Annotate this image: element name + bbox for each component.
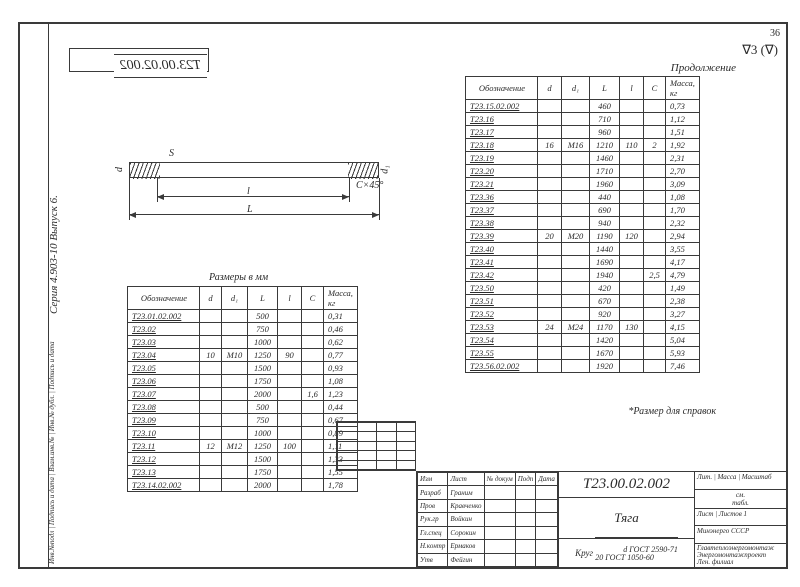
table1-body: Т23.01.02.0025000,31Т23.027500,46Т23.031…	[128, 310, 358, 492]
table-row: Т23.0720001,61,23	[128, 388, 358, 401]
title-block-right: Лит. | Масса | Масштаб см. табл. Лист | …	[694, 472, 786, 567]
table-row: Т23.1112М1212501001,11	[128, 440, 358, 453]
part-diagram: d d₁ S C×45° l L	[119, 134, 399, 244]
table-row: Т23.389402,32	[466, 217, 700, 230]
table-row: Т23.4014403,55	[466, 243, 700, 256]
dim-line-L	[129, 214, 379, 215]
table-row: Т23.5414205,04	[466, 334, 700, 347]
binding-margin: Серия 4.903-10 Выпуск 6. Инв.№подл | Под…	[20, 24, 48, 567]
table1-caption: Размеры в мм	[209, 272, 268, 283]
table-row: Т23.027500,46	[128, 323, 358, 336]
table-row: Т23.4219402,54,79	[466, 269, 700, 282]
table-row: Т23.1317501,55	[128, 466, 358, 479]
table-header-row-2: Обозначениеdd₁LlCМасса, кг	[466, 77, 700, 100]
table-row: Т23.085000,44	[128, 401, 358, 414]
table-row: Т23.3920М2011901202,94	[466, 230, 700, 243]
table-row: Т23.376901,70	[466, 204, 700, 217]
table-row: Т23.516702,38	[466, 295, 700, 308]
table-row: Т23.1816М16121011021,92	[466, 139, 700, 152]
table-row: Т23.56.02.00219207,46	[466, 360, 700, 373]
table2-body: Т23.15.02.0024600,73Т23.167101,12Т23.179…	[466, 100, 700, 373]
dim-L-label: L	[247, 204, 253, 215]
dim-s-label: S	[169, 148, 174, 159]
drawing-frame-outer: 36 ∇3 (∇) Продолжение Серия 4.903-10 Вып…	[18, 22, 788, 569]
table-row: Т23.5324М2411701304,15	[466, 321, 700, 334]
dim-l-label: l	[247, 186, 250, 197]
title-block: ИзмЛист№ докумПодпДатаРазрабГранимПровКр…	[416, 471, 786, 567]
table-row: Т23.14.02.00220001,78	[128, 479, 358, 492]
table-row: Т23.1914602,31	[466, 152, 700, 165]
table-row: Т23.167101,12	[466, 113, 700, 126]
table-row: Т23.1010000,89	[128, 427, 358, 440]
dim-line-l	[157, 196, 349, 197]
mirror-code: Т23.00.02.002	[114, 54, 207, 78]
table-row: Т23.01.02.0025000,31	[128, 310, 358, 323]
dimensions-table-2: Обозначениеdd₁LlCМасса, кг Т23.15.02.002…	[465, 76, 700, 373]
table-row: Т23.097500,67	[128, 414, 358, 427]
table-row: Т23.4116904,17	[466, 256, 700, 269]
shaft-body	[129, 162, 379, 178]
material-spec: Круг d ГОСТ 2590-71 20 ГОСТ 1050-60	[559, 539, 694, 567]
drawing-frame-inner: Т23.00.02.002 d d₁ S C×45° l L Размеры в…	[48, 24, 786, 567]
part-name: Тяга	[559, 498, 694, 539]
table-row: Т23.1215001,33	[128, 453, 358, 466]
reference-note: *Размер для справок	[628, 406, 716, 417]
thread-right	[348, 163, 378, 179]
dim-d1-label: d₁	[380, 165, 391, 173]
title-block-signatures: ИзмЛист№ докумПодпДатаРазрабГранимПровКр…	[417, 472, 559, 567]
thread-left	[130, 163, 160, 179]
table-row: Т23.2119603,09	[466, 178, 700, 191]
table-row: Т23.364401,08	[466, 191, 700, 204]
table-row: Т23.504201,49	[466, 282, 700, 295]
dim-d-label: d	[114, 167, 125, 172]
revision-block	[336, 421, 416, 471]
table-row: Т23.2017102,70	[466, 165, 700, 178]
table-header-row: Обозначениеdd₁LlCМасса, кг	[128, 287, 358, 310]
table-row: Т23.0617501,08	[128, 375, 358, 388]
table-row: Т23.179601,51	[466, 126, 700, 139]
table-row: Т23.529203,27	[466, 308, 700, 321]
dimensions-table-1: Обозначениеdd₁LlCМасса, кг Т23.01.02.002…	[127, 286, 358, 492]
table-row: Т23.0515000,93	[128, 362, 358, 375]
roles-body: ИзмЛист№ докумПодпДатаРазрабГранимПровКр…	[418, 473, 558, 567]
drawing-code: Т23.00.02.002	[559, 472, 694, 498]
table-row: Т23.5516705,93	[466, 347, 700, 360]
table-row: Т23.15.02.0024600,73	[466, 100, 700, 113]
table-row: Т23.0310000,62	[128, 336, 358, 349]
table-row: Т23.0410М101250900,77	[128, 349, 358, 362]
